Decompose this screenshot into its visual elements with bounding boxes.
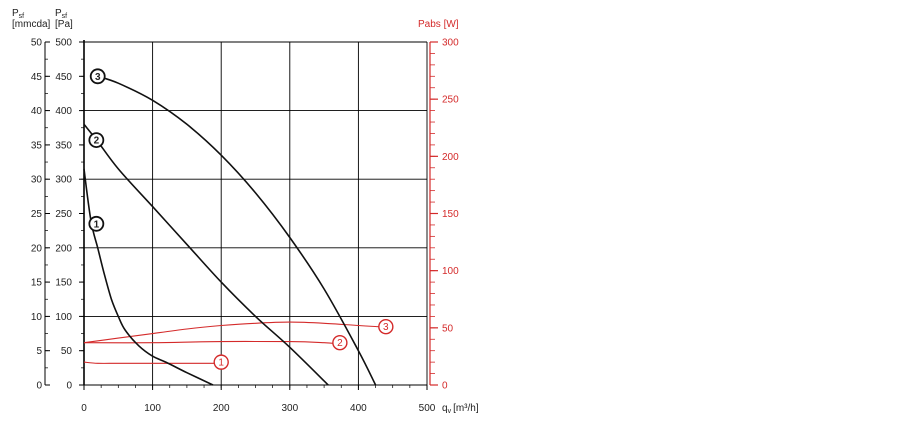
y-inner-unit: [Pa] (55, 19, 73, 30)
tick-label-inner-left: 450 (55, 72, 72, 83)
tick-label-right: 100 (442, 266, 459, 277)
tick-label-x: 300 (281, 403, 298, 414)
tick-label-inner-left: 300 (55, 175, 72, 186)
tick-label-inner-left: 350 (55, 140, 72, 151)
tick-label-x: 0 (81, 403, 87, 414)
x-axis-label: qv [m³/h] (442, 403, 479, 415)
pressure-marker-3 (89, 68, 106, 85)
pressure-marker-label-3: 3 (95, 72, 101, 83)
power-marker-1 (213, 354, 229, 370)
tick-label-x: 400 (350, 403, 367, 414)
tick-label-outer-left: 10 (31, 312, 43, 323)
curve-markers: 1 2 3 1 2 3 (88, 68, 394, 370)
power-marker-label-3: 3 (383, 322, 389, 333)
tick-label-inner-left: 150 (55, 278, 72, 289)
pressure-curve-1 (83, 168, 214, 386)
tick-label-inner-left: 400 (55, 106, 72, 117)
power-marker-2 (332, 334, 348, 351)
tick-label-x: 200 (213, 403, 230, 414)
tick-label-inner-left: 500 (55, 38, 72, 49)
pressure-curve-3 (97, 75, 377, 386)
tick-label-inner-left: 250 (55, 209, 72, 220)
y-outer-unit: [mmcda] (12, 19, 51, 30)
tick-label-outer-left: 15 (31, 278, 43, 289)
tick-label-right: 250 (442, 95, 459, 106)
tick-label-outer-left: 50 (31, 38, 43, 49)
pressure-curve-2 (83, 123, 329, 386)
pressure-curves (83, 75, 377, 386)
power-marker-label-1: 1 (218, 358, 224, 369)
tick-label-right: 150 (442, 209, 459, 220)
tick-label-inner-left: 0 (66, 381, 72, 392)
power-curve-2 (83, 340, 338, 345)
axis-ticks: 0510152025303540455005010015020025030035… (31, 38, 459, 415)
tick-label-x: 500 (419, 403, 436, 414)
power-marker-3 (378, 318, 394, 335)
tick-label-right: 300 (442, 38, 459, 49)
power-curves (83, 321, 380, 364)
tick-label-outer-left: 45 (31, 72, 43, 83)
tick-label-inner-left: 100 (55, 312, 72, 323)
tick-label-outer-left: 20 (31, 243, 43, 254)
tick-label-outer-left: 40 (31, 106, 43, 117)
pressure-marker-2 (88, 132, 105, 148)
tick-label-outer-left: 5 (36, 346, 42, 357)
tick-label-right: 200 (442, 152, 459, 163)
power-marker-label-2: 2 (337, 338, 343, 349)
pressure-marker-label-1: 1 (94, 219, 100, 230)
tick-label-outer-left: 0 (36, 381, 42, 392)
tick-label-x: 100 (144, 403, 161, 414)
tick-label-inner-left: 200 (55, 243, 72, 254)
tick-label-outer-left: 25 (31, 209, 43, 220)
grid (84, 41, 428, 386)
power-curve-1 (83, 361, 218, 364)
y-inner-label: Psf (55, 8, 67, 20)
y-outer-label: Psf (12, 8, 24, 20)
tick-label-right: 0 (442, 381, 448, 392)
pressure-marker-label-2: 2 (94, 136, 100, 147)
tick-label-inner-left: 50 (61, 346, 73, 357)
tick-label-outer-left: 30 (31, 175, 43, 186)
power-curve-3 (83, 321, 380, 344)
tick-label-right: 50 (442, 323, 454, 334)
y-right-label: Pabs [W] (418, 19, 459, 30)
pressure-marker-1 (88, 215, 105, 232)
tick-label-outer-left: 35 (31, 140, 43, 151)
